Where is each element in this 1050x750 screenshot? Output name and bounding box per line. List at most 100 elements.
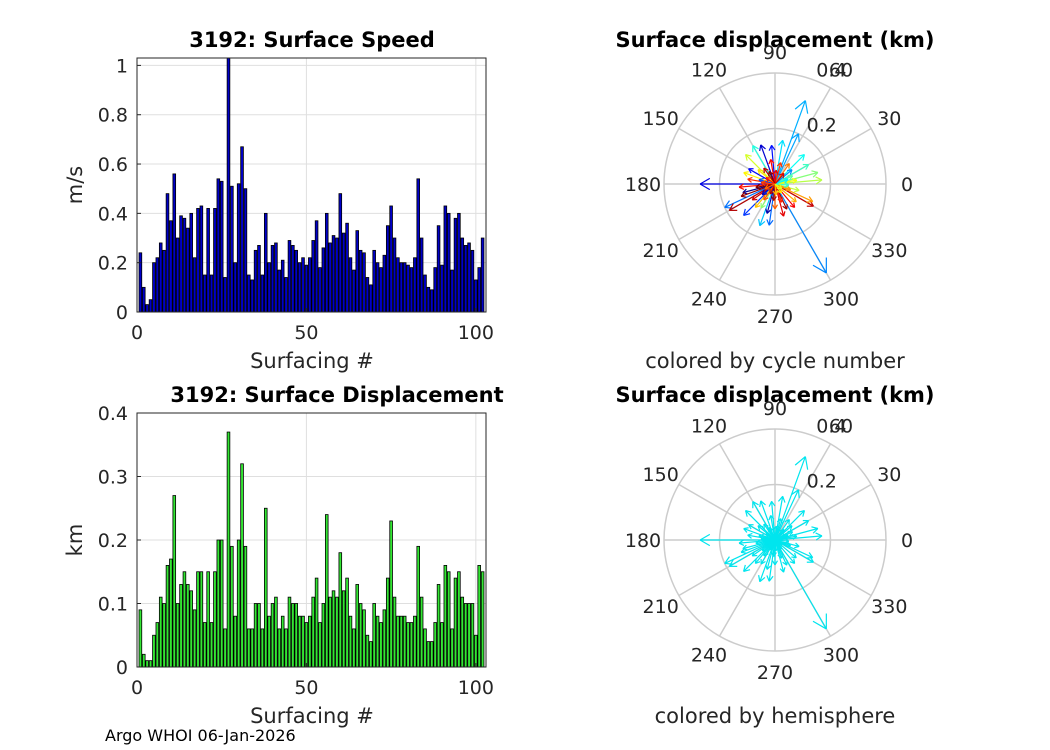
compass-cycle-angle-label: 270 xyxy=(757,306,793,328)
displacement-bar xyxy=(341,590,346,668)
speed-bar xyxy=(199,205,204,313)
compass-hemisphere-vector xyxy=(765,539,776,570)
displacement-bar xyxy=(362,609,366,668)
displacement-bar xyxy=(396,615,400,668)
displacement-bar xyxy=(355,584,359,668)
compass-cycle-vector xyxy=(759,144,776,185)
speed-bar xyxy=(426,286,431,313)
displacement-bar xyxy=(470,603,475,668)
speed-bar xyxy=(406,264,410,313)
displacement-bar xyxy=(318,622,322,668)
displacement-bar xyxy=(155,622,160,668)
speed-bar xyxy=(372,249,376,313)
displacement-bar xyxy=(406,622,410,668)
compass-hemisphere-vector xyxy=(755,539,776,546)
speed-bar xyxy=(152,262,156,313)
speed-bar xyxy=(423,274,427,313)
displacement-bar xyxy=(365,634,370,668)
speed-bar xyxy=(392,237,397,313)
speed-bar xyxy=(253,249,258,313)
speed-bar xyxy=(304,264,309,313)
compass-hemisphere-vector xyxy=(772,525,779,541)
displacement-bar xyxy=(199,571,204,668)
compass-hemisphere-angle-label: 180 xyxy=(625,530,661,552)
displacement-ytick-label: 0.4 xyxy=(98,403,128,425)
speed-bar xyxy=(223,277,227,313)
compass-hemisphere-vector xyxy=(752,501,776,541)
compass-hemisphere-vector xyxy=(774,528,785,541)
speed-bar xyxy=(182,217,187,313)
compass-hemisphere-angle-label: 150 xyxy=(643,464,679,486)
displacement-bar xyxy=(430,641,434,668)
speed-bar xyxy=(189,212,193,313)
speed-bar xyxy=(219,180,224,313)
speed-bar xyxy=(430,289,434,313)
displacement-bar xyxy=(392,596,397,668)
speed-bar xyxy=(409,267,414,313)
displacement-ylabel: km xyxy=(63,524,87,557)
displacement-bar xyxy=(192,609,197,668)
speed-title: 3192: Surface Speed xyxy=(189,28,435,52)
speed-bar xyxy=(436,225,441,313)
displacement-bar xyxy=(450,628,454,668)
displacement-bar xyxy=(416,545,420,668)
displacement-bar xyxy=(203,622,207,668)
displacement-bar xyxy=(324,514,329,668)
speed-bar xyxy=(324,212,329,313)
speed-bar xyxy=(399,262,404,313)
speed-bar xyxy=(379,267,383,313)
displacement-bar xyxy=(385,577,390,668)
speed-bar xyxy=(413,257,417,313)
displacement-bar xyxy=(236,539,241,668)
displacement-bar xyxy=(189,590,193,668)
displacement-bar xyxy=(250,628,254,668)
displacement-bar xyxy=(308,615,312,668)
compass-hemisphere-title: Surface displacement (km) xyxy=(615,383,934,407)
compass-hemisphere-vector xyxy=(758,539,776,583)
compass-cycle-vector xyxy=(774,177,789,185)
displacement-bar xyxy=(287,596,292,668)
displacement-bar xyxy=(331,590,336,668)
compass-hemisphere-vector xyxy=(764,539,776,546)
compass-hemisphere-vector xyxy=(774,532,823,541)
speed-bar xyxy=(291,245,295,313)
displacement-bar xyxy=(345,577,349,668)
displacement-bar xyxy=(426,641,431,668)
compass-hemisphere-panel: Surface displacement (km) 0 30 60 90 120 150 1… xyxy=(615,383,934,728)
speed-ylabel: m/s xyxy=(63,166,87,204)
speed-bar xyxy=(301,257,305,313)
compass-cycle-spoke xyxy=(774,87,832,185)
speed-bar xyxy=(236,183,241,313)
footer-credit: Argo WHOI 06-Jan-2026 xyxy=(105,726,296,745)
speed-bar xyxy=(192,257,197,313)
displacement-ytick-label: 0.2 xyxy=(98,530,128,552)
displacement-xtick-label: 100 xyxy=(458,677,494,699)
compass-hemisphere-vector xyxy=(774,539,792,548)
speed-bar xyxy=(419,237,424,313)
displacement-bar xyxy=(304,622,309,668)
speed-bar xyxy=(297,262,302,313)
displacement-bar xyxy=(297,615,302,668)
displacement-bar xyxy=(223,628,227,668)
speed-bar xyxy=(477,267,481,313)
speed-bar xyxy=(308,257,312,313)
speed-bar xyxy=(348,257,353,313)
compass-hemisphere-angle-label: 210 xyxy=(643,596,679,618)
compass-cycle-vector xyxy=(768,170,776,185)
speed-bar xyxy=(203,274,207,313)
displacement-ticks: 0 50 100 0 0.1 0.2 0.3 0.4 xyxy=(98,403,494,699)
speed-bar xyxy=(453,217,458,313)
displacement-bar xyxy=(158,596,163,668)
compass-cycle-vector xyxy=(758,183,776,227)
displacement-bar xyxy=(358,603,363,668)
displacement-bar xyxy=(280,615,285,668)
speed-bar xyxy=(362,252,366,313)
displacement-bar xyxy=(138,609,143,668)
speed-bar xyxy=(247,274,251,313)
displacement-bar xyxy=(467,603,471,668)
displacement-xlabel: Surfacing # xyxy=(250,704,374,728)
speed-ytick-label: 0.6 xyxy=(98,154,128,176)
displacement-xtick-label: 50 xyxy=(294,677,318,699)
compass-cycle-angle-label: 300 xyxy=(823,288,859,310)
displacement-bar xyxy=(274,596,278,668)
